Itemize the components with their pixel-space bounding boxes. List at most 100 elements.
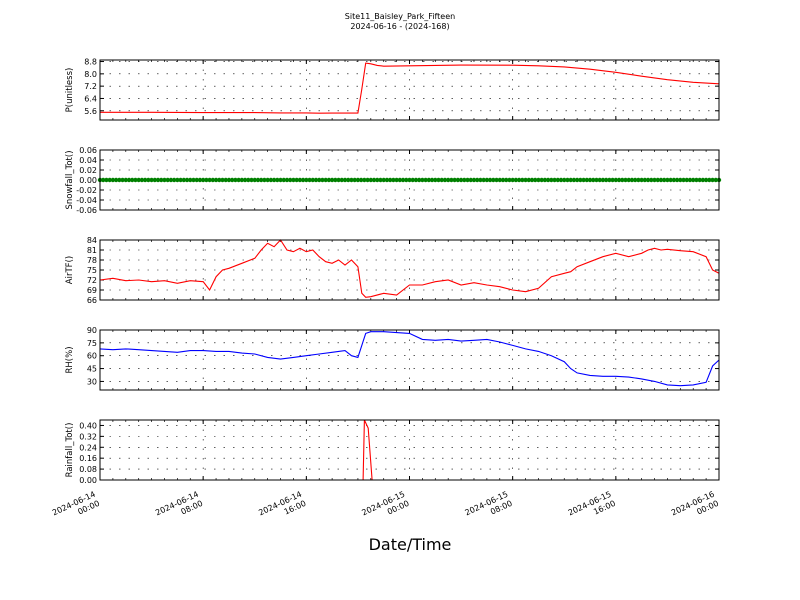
snowfall-point (594, 177, 599, 183)
y-tick-label: 0.06 (79, 146, 97, 155)
snowfall-point (562, 177, 567, 183)
snowfall-point (194, 177, 199, 183)
snowfall-point (323, 177, 328, 183)
snowfall-point (649, 177, 654, 183)
snowfall-point (484, 177, 490, 183)
y-tick-label: 75 (87, 339, 97, 348)
snowfall-point (101, 177, 106, 183)
x-tick-label: 2024-06-1508:00 (464, 490, 514, 527)
snowfall-point (571, 177, 577, 183)
chart-title-line1: Site11_Baisley_Park_Fifteen (345, 12, 455, 21)
snowfall-point (171, 177, 177, 183)
snowfall-point (494, 177, 499, 183)
snowfall-point (549, 177, 554, 183)
snowfall-point (120, 177, 125, 183)
y-tick-label: 6.4 (84, 94, 97, 103)
snowfall-point (558, 177, 564, 183)
snowfall-point (384, 177, 390, 183)
snowfall-point (152, 177, 158, 183)
snowfall-point (658, 177, 664, 183)
snowfall-point (652, 177, 657, 183)
y-tick-label: 66 (87, 296, 97, 305)
snowfall-point (410, 177, 415, 183)
snowfall-point (636, 177, 641, 183)
snowfall-point (516, 177, 522, 183)
snowfall-point (629, 177, 635, 183)
snowfall-point (574, 177, 580, 183)
snowfall-point (226, 177, 232, 183)
x-axis-label: Date/Time (369, 535, 452, 554)
snowfall-point (545, 177, 551, 183)
snowfall-point (507, 177, 512, 183)
y-tick-label: 90 (87, 326, 97, 335)
snowfall-point (632, 177, 638, 183)
y-tick-label: 0.02 (79, 166, 97, 175)
y-tick-label: 0.16 (79, 454, 97, 463)
snowfall-point (413, 177, 419, 183)
snowfall-point (355, 177, 361, 183)
snowfall-point (449, 177, 454, 183)
snowfall-point (197, 177, 203, 183)
snowfall-point (555, 177, 561, 183)
y-tick-label: 75 (87, 266, 97, 275)
snowfall-point (326, 177, 332, 183)
y-axis-label: Rainfall_Tot() (65, 423, 75, 478)
snowfall-point (113, 177, 119, 183)
snowfall-point (271, 177, 277, 183)
snowfall-point (300, 177, 306, 183)
snowfall-point (175, 177, 180, 183)
snowfall-point (700, 177, 706, 183)
snowfall-point (381, 177, 386, 183)
snowfall-point (188, 177, 193, 183)
snowfall-point (213, 177, 219, 183)
snowfall-point (352, 177, 357, 183)
snowfall-point (458, 177, 464, 183)
snowfall-point (475, 177, 480, 183)
snowfall-point (362, 177, 367, 183)
snowfall-point (542, 177, 548, 183)
snowfall-point (110, 177, 116, 183)
snowfall-point (491, 177, 496, 183)
snowfall-point (104, 177, 109, 183)
y-axis-label: Snowfall_Tot() (65, 150, 75, 209)
snowfall-point (565, 177, 570, 183)
y-tick-label: 60 (87, 352, 97, 361)
snowfall-point (668, 177, 673, 183)
snowfall-point (510, 177, 515, 183)
snowfall-point (616, 177, 622, 183)
snowfall-point (416, 177, 422, 183)
snowfall-point (207, 177, 212, 183)
y-axis-label: RH(%) (65, 346, 75, 373)
y-tick-label: 0.40 (79, 421, 97, 430)
snowfall-point (181, 177, 187, 183)
snowfall-point (255, 177, 261, 183)
snowfall-point (317, 177, 322, 183)
snowfall-point (694, 177, 699, 183)
y-tick-label: 69 (87, 286, 97, 295)
snowfall-point (297, 177, 303, 183)
panel-5: 0.00 0.08 0.16 0.24 0.32 0.40 Rainfall_Tot() (65, 419, 720, 485)
snowfall-point (520, 177, 525, 183)
snowfall-point (391, 177, 396, 183)
snowfall-point (358, 177, 364, 183)
snowfall-point (529, 177, 535, 183)
panel-4: 30 45 60 75 90 RH(%) (65, 326, 720, 391)
y-tick-label: 72 (87, 276, 97, 285)
snowfall-point (139, 177, 145, 183)
panel-frame (99, 239, 720, 301)
snowfall-point (246, 177, 251, 183)
snowfall-point (687, 177, 693, 183)
snowfall-point (462, 177, 467, 183)
snowfall-point (262, 177, 267, 183)
snowfall-point (681, 177, 686, 183)
snowfall-point (394, 177, 399, 183)
snowfall-point (165, 177, 170, 183)
snowfall-point (223, 177, 228, 183)
y-tick-label: 0.08 (79, 465, 97, 474)
snowfall-point (445, 177, 451, 183)
snowfall-point (620, 177, 625, 183)
y-tick-label: 84 (87, 236, 97, 245)
snowfall-point (159, 177, 164, 183)
y-tick-label: 78 (87, 256, 97, 265)
